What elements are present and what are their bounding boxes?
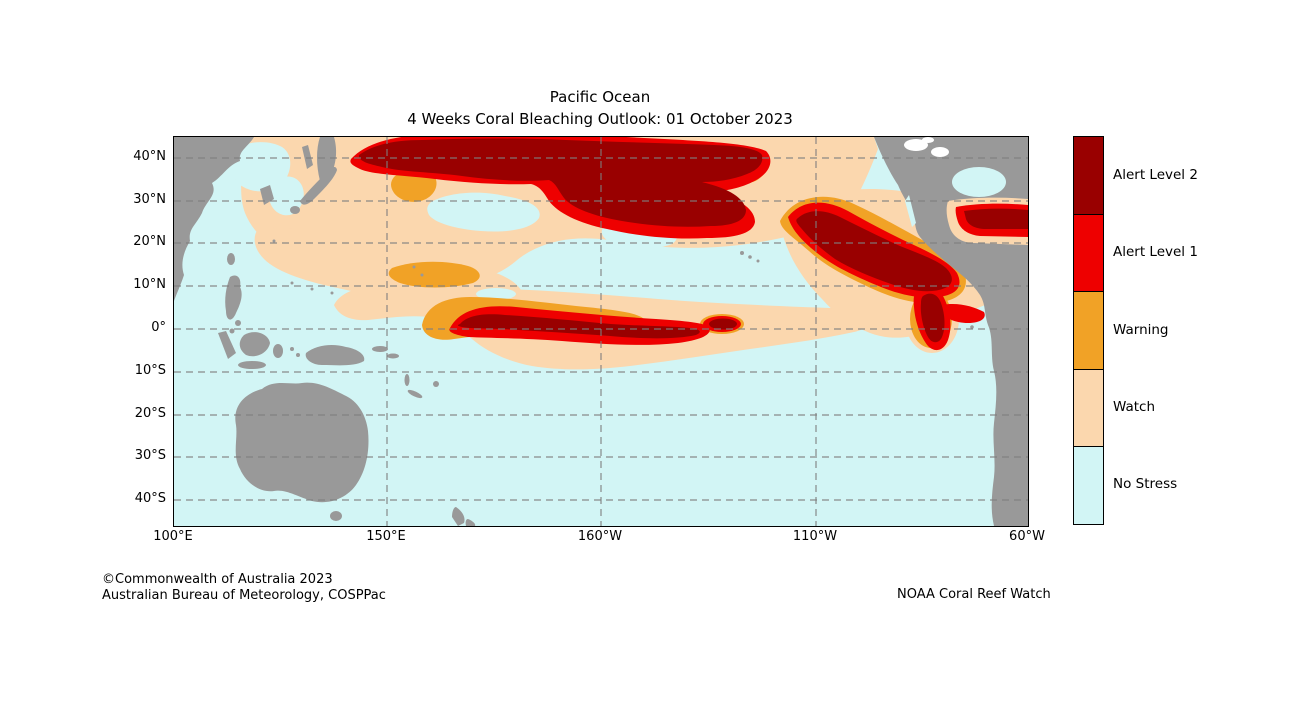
y-tick-10n: 10°N <box>133 277 166 292</box>
land-vanuatu <box>404 374 410 386</box>
graticule <box>174 137 1028 526</box>
caribbean-alert2 <box>964 208 1028 229</box>
y-tick-10s: 10°S <box>134 363 166 378</box>
land-taiwan <box>227 253 235 265</box>
title-line1: Pacific Ocean <box>549 88 651 106</box>
x-tick-150e: 150°E <box>366 529 406 544</box>
gulf-of-california <box>905 195 916 227</box>
y-tick-40s: 40°S <box>134 491 166 506</box>
land-asia <box>174 137 254 301</box>
land-new-zealand-south <box>465 519 476 526</box>
land-galapagos <box>970 325 974 329</box>
x-tick-110w: 110°W <box>792 529 838 544</box>
legend-label-alert-level-2: Alert Level 2 <box>1113 167 1198 183</box>
x-tick-60w: 60°W <box>1009 529 1045 544</box>
legend-swatch-no-stress <box>1074 447 1103 524</box>
land-borneo <box>239 332 270 357</box>
gulf-of-mexico <box>952 167 1006 197</box>
chart-title: Pacific Ocean 4 Weeks Coral Bleaching Ou… <box>173 86 1027 130</box>
land-korea <box>260 185 274 205</box>
land-sakhalin <box>302 145 313 169</box>
legend-label-alert-level-1: Alert Level 1 <box>1113 244 1198 260</box>
legend-swatch-alert-level-1 <box>1074 214 1103 293</box>
legend-label-no-stress: No Stress <box>1113 476 1178 492</box>
credit-block: ©Commonwealth of Australia 2023 Australi… <box>102 572 386 603</box>
credit-line1: ©Commonwealth of Australia 2023 <box>102 572 333 587</box>
no-stress-patches <box>229 142 677 300</box>
credit-noaa: NOAA Coral Reef Watch <box>897 587 1051 602</box>
legend-label-watch: Watch <box>1113 399 1156 415</box>
land-japan <box>300 167 337 205</box>
y-tick-0: 0° <box>151 320 166 335</box>
y-tick-20n: 20°N <box>133 234 166 249</box>
land-hawaii <box>740 251 744 255</box>
x-tick-160w: 160°W <box>577 529 623 544</box>
land-kyushu <box>290 206 300 214</box>
land-overlays <box>904 137 1028 245</box>
legend-label-warning: Warning <box>1113 322 1169 338</box>
land-new-zealand-north <box>452 507 465 526</box>
legend-swatch-alert-level-2 <box>1074 137 1103 215</box>
y-tick-30s: 30°S <box>134 448 166 463</box>
land-java <box>238 361 266 369</box>
land-tasmania <box>330 511 342 521</box>
legend-swatch-watch <box>1074 369 1103 448</box>
land-new-guinea <box>305 345 365 366</box>
land-australia <box>235 382 369 503</box>
x-tick-100e: 100°E <box>153 529 193 544</box>
alert2-regions <box>358 138 952 343</box>
legend-colorbar <box>1073 136 1104 525</box>
land-solomons <box>372 346 388 352</box>
legend-swatch-warning <box>1074 292 1103 370</box>
y-tick-30n: 30°N <box>133 192 166 207</box>
credit-line2: Australian Bureau of Meteorology, COSPPa… <box>102 587 386 603</box>
land-sulawesi <box>273 344 283 358</box>
map-frame <box>173 136 1029 527</box>
land-new-caledonia <box>407 389 423 399</box>
land-sumatra <box>218 331 236 359</box>
title-line2: 4 Weeks Coral Bleaching Outlook: 01 Octo… <box>407 110 793 128</box>
land-fiji <box>433 381 439 387</box>
y-tick-20s: 20°S <box>134 406 166 421</box>
pacific-map <box>174 137 1028 526</box>
y-tick-40n: 40°N <box>133 149 166 164</box>
